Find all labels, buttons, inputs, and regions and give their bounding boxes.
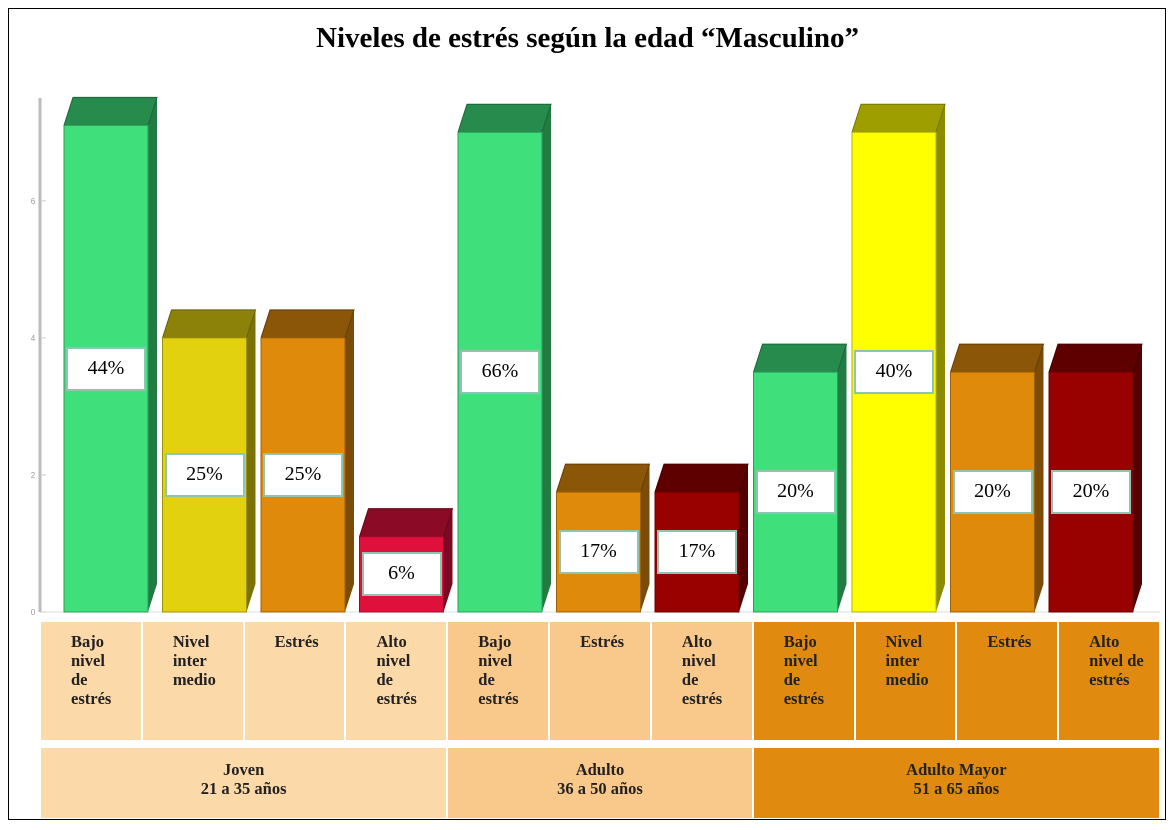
bar-side — [1133, 344, 1142, 612]
data-label: 40% — [854, 350, 934, 395]
bar-side — [345, 309, 354, 612]
group-label: Adulto Mayor 51 a 65 años — [753, 748, 1159, 818]
bar-top — [260, 309, 355, 339]
y-tick-label: 0 — [31, 608, 36, 617]
bar-side — [148, 97, 157, 612]
x-tick-label: Estrés — [244, 622, 345, 740]
bar-side — [640, 464, 650, 612]
bar-side — [837, 344, 847, 612]
bar-side — [246, 309, 256, 612]
data-label: 17% — [657, 530, 737, 575]
data-label: 17% — [558, 530, 639, 575]
x-tick-label: Bajo nivel de estrés — [753, 622, 854, 740]
group-label: Adulto 36 a 50 años — [448, 748, 752, 818]
bar-top — [752, 343, 848, 373]
bar-side — [936, 104, 945, 613]
group-label: Joven 21 a 35 años — [41, 748, 447, 818]
data-label: 25% — [164, 452, 245, 497]
data-label: 20% — [1051, 470, 1131, 515]
y-tick-label: 4 — [31, 334, 36, 343]
y-tick-label: 2 — [31, 471, 36, 480]
frame — [8, 8, 1166, 820]
data-label: 6% — [361, 552, 442, 597]
x-tick-label: Alto nivel de estrés — [1059, 622, 1159, 740]
x-tick-label: Alto nivel de estrés — [651, 622, 752, 740]
bar-side — [443, 508, 453, 612]
bar-top — [358, 508, 454, 538]
data-label: 25% — [263, 452, 343, 497]
data-label: 44% — [66, 346, 146, 391]
bar-top — [851, 103, 946, 133]
x-tick-label: Alto nivel de estrés — [346, 622, 447, 740]
bar-side — [542, 104, 551, 613]
x-tick-label: Bajo nivel de estrés — [448, 622, 549, 740]
bar-top — [1048, 343, 1143, 373]
bar-top — [457, 103, 552, 133]
x-tick-label: Estrés — [957, 622, 1058, 740]
x-tick-label: Nivel inter medio — [855, 622, 956, 740]
x-tick-label: Estrés — [550, 622, 650, 740]
bar-top — [949, 343, 1045, 373]
x-tick-label: Nivel inter medio — [142, 622, 243, 740]
bar-side — [739, 464, 748, 612]
data-label: 66% — [460, 350, 540, 395]
bar-top — [63, 96, 158, 126]
bar-top — [654, 463, 749, 493]
chart-title: Niveles de estrés según la edad “Masculi… — [316, 22, 859, 54]
bar-top — [161, 309, 257, 339]
data-label: 20% — [952, 470, 1033, 515]
y-tick-label: 6 — [31, 197, 36, 206]
data-label: 20% — [755, 470, 836, 515]
bar-top — [555, 463, 651, 493]
bar-side — [1034, 344, 1044, 612]
x-tick-label: Bajo nivel de estrés — [41, 622, 141, 740]
